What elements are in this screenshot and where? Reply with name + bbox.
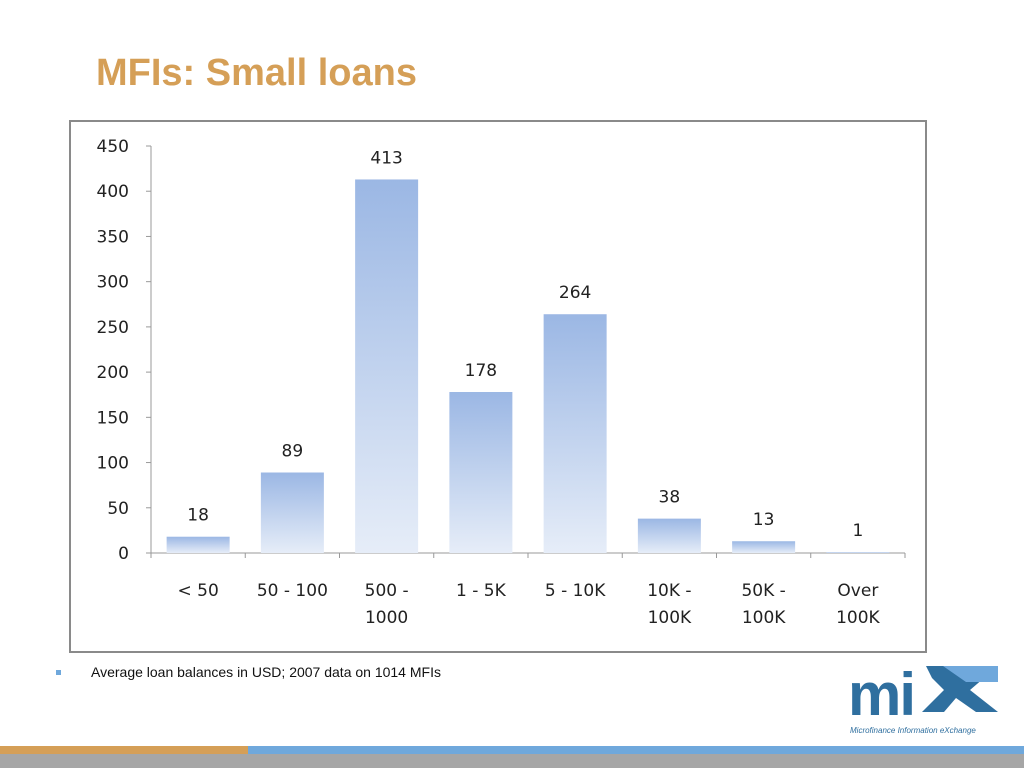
- bar: [355, 179, 419, 553]
- bar: [449, 392, 513, 553]
- category-label: 1000: [365, 608, 408, 628]
- logo-arrow-shape: [943, 666, 998, 682]
- bar: [732, 541, 796, 553]
- category-label: 500 -: [365, 581, 409, 601]
- category-label: < 50: [177, 581, 218, 601]
- logo-subtitle: Microfinance Information eXchange: [850, 726, 976, 735]
- logo-wordmark: mi: [848, 661, 914, 728]
- data-label: 89: [282, 442, 304, 462]
- caption-text: Average loan balances in USD; 2007 data …: [91, 664, 441, 680]
- data-label: 1: [852, 521, 863, 541]
- y-tick-label: 200: [97, 363, 129, 383]
- category-label: 50K -: [741, 581, 785, 601]
- caption: Average loan balances in USD; 2007 data …: [56, 664, 441, 680]
- slide-title: MFIs: Small loans: [96, 52, 417, 94]
- data-label: 38: [659, 488, 681, 508]
- footer-band-orange: [0, 746, 248, 754]
- mix-logo: mi Microfinance Information eXchange: [848, 660, 1008, 740]
- y-tick-label: 100: [97, 454, 129, 474]
- y-tick-label: 0: [118, 544, 129, 564]
- bars: [166, 179, 890, 553]
- category-label: 50 - 100: [257, 581, 328, 601]
- category-label: 10K -: [647, 581, 691, 601]
- axes: [146, 145, 906, 558]
- y-tick-label: 450: [97, 137, 129, 157]
- category-label: Over: [837, 581, 878, 601]
- category-label: 100K: [648, 608, 692, 628]
- y-tick-label: 350: [97, 227, 129, 247]
- footer-band-blue: [248, 746, 1024, 754]
- category-label: 5 - 10K: [545, 581, 606, 601]
- category-label: 100K: [836, 608, 880, 628]
- y-tick-label: 300: [97, 273, 129, 293]
- category-label: 1 - 5K: [456, 581, 507, 601]
- labels: 0 50 100 150 200 250 300 350 400 450 18 < 50 89 50 - …: [97, 137, 881, 628]
- bar: [166, 536, 230, 553]
- data-label: 178: [465, 361, 497, 381]
- data-label: 13: [753, 510, 775, 530]
- y-tick-label: 250: [97, 318, 129, 338]
- chart-frame: 0 50 100 150 200 250 300 350 400 450 18 < 50 89 50 - …: [69, 120, 927, 653]
- y-tick-label: 400: [97, 182, 129, 202]
- bar: [543, 314, 607, 553]
- logo-mark: mi Microfinance Information eXchange: [848, 661, 998, 735]
- bullet-icon: [56, 669, 61, 675]
- category-label: 100K: [742, 608, 786, 628]
- data-label: 264: [559, 283, 591, 303]
- bar: [260, 472, 324, 553]
- bar: [637, 518, 701, 553]
- bar: [826, 552, 890, 553]
- bar-chart: 0 50 100 150 200 250 300 350 400 450 18 < 50 89 50 - …: [97, 137, 906, 628]
- footer-band-gray: [0, 754, 1024, 768]
- y-tick-label: 150: [97, 408, 129, 428]
- data-label: 18: [187, 506, 209, 526]
- data-label: 413: [370, 148, 402, 168]
- y-tick-label: 50: [107, 499, 129, 519]
